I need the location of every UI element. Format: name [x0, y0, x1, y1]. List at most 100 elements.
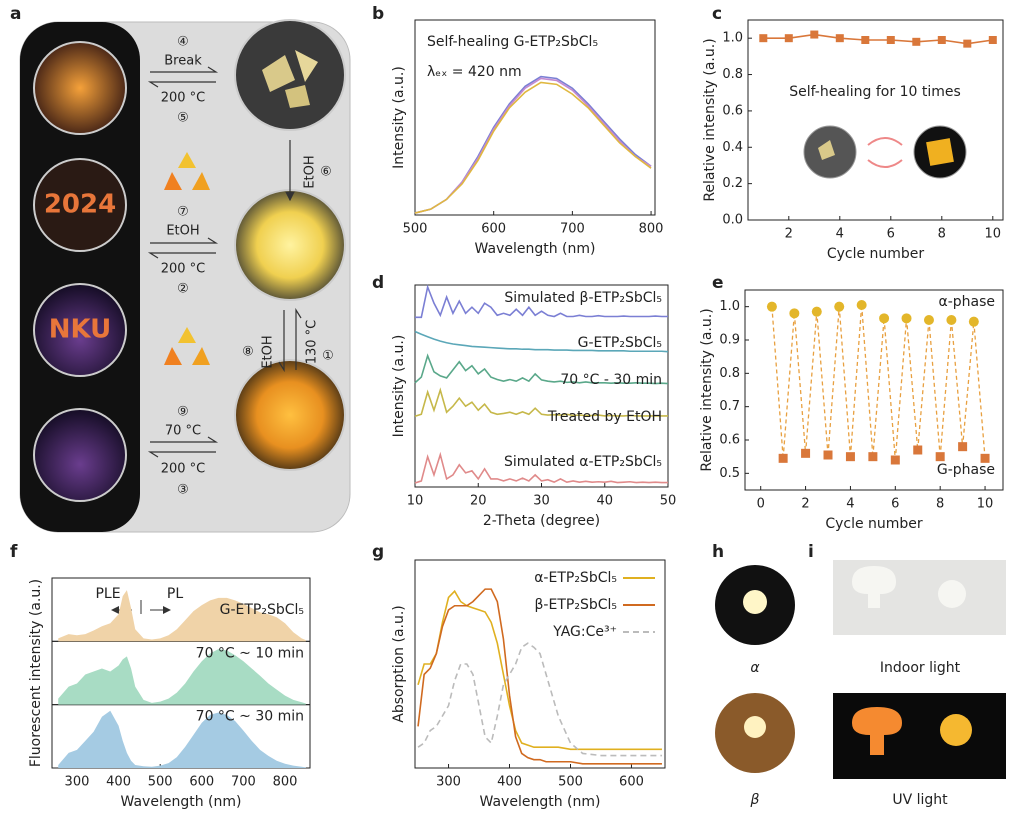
series-label: 70 °C ~ 10 min	[196, 645, 304, 661]
series-label: 70 °C ~ 30 min	[196, 709, 304, 725]
area	[58, 649, 306, 705]
y-tick-label: 0.0	[722, 213, 743, 228]
series-label: 70 °C - 30 min	[560, 372, 662, 388]
marker	[868, 452, 878, 462]
legend-label: α-ETP₂SbCl₅	[534, 570, 617, 586]
connector	[973, 321, 986, 459]
step-number: ⑨	[177, 405, 189, 420]
x-tick-label: 800	[639, 222, 664, 237]
x-tick-label: 30	[533, 494, 550, 509]
plot-frame	[414, 19, 656, 216]
step-label: 130 °C	[305, 320, 320, 365]
x-tick-label: 500	[558, 775, 583, 790]
a-labels: ④ Break 200 °C ⑤ EtOH ⑥ ⑦ EtOH 200 °C ② …	[161, 35, 334, 498]
connector	[928, 319, 941, 457]
panel-letter: f	[10, 542, 18, 562]
step-label: 200 °C	[161, 91, 206, 106]
annotation: Self-healing for 10 times	[789, 84, 961, 100]
x-tick-label: 8	[936, 497, 944, 512]
x-tick-label: 600	[189, 775, 214, 790]
connector	[939, 319, 953, 457]
plot-frame	[744, 289, 1004, 491]
y-axis-label: Absorption (a.u.)	[391, 605, 407, 723]
x-tick-label: 8	[938, 227, 946, 242]
x-tick-label: 2	[785, 227, 793, 242]
data-line	[414, 387, 668, 418]
cycle-arrow	[867, 159, 903, 168]
step-label: EtOH	[303, 155, 318, 188]
annotation: PL	[167, 586, 183, 602]
series-label: Treated by EtOH	[547, 409, 662, 425]
cycle-arrow	[867, 137, 903, 146]
annotation: α-phase	[938, 294, 995, 310]
arrows	[147, 66, 302, 458]
legend-label: YAG:Ce³⁺	[552, 624, 617, 640]
x-tick-label: 600	[619, 775, 644, 790]
series-label: G-ETP₂SbCl₅	[578, 335, 662, 351]
marker	[823, 450, 833, 460]
panel-letter: d	[372, 273, 384, 293]
annotation: G-phase	[937, 462, 995, 478]
marker	[784, 34, 793, 43]
step-number: ⑦	[177, 205, 189, 220]
shard	[295, 50, 318, 82]
connector	[883, 318, 896, 461]
photo	[33, 283, 127, 377]
connector	[872, 318, 885, 457]
step-number: ②	[177, 282, 189, 297]
step-label: 70 °C	[165, 424, 201, 439]
x-tick-label: 800	[273, 775, 298, 790]
annotation: λₑₓ = 420 nm	[427, 64, 522, 80]
area	[58, 590, 306, 642]
panel-letter: g	[372, 542, 384, 562]
mushroom	[852, 707, 902, 755]
photo	[234, 189, 346, 301]
y-tick-label: 0.6	[719, 433, 740, 448]
photo-strip	[20, 22, 140, 532]
marker	[778, 453, 788, 463]
plot-frame	[747, 19, 1004, 221]
x-tick-label: 500	[148, 775, 173, 790]
step-number: ⑥	[320, 165, 332, 180]
x-tick-label: 0	[757, 497, 765, 512]
marker	[968, 316, 979, 327]
photo	[33, 158, 127, 252]
crystal	[926, 138, 954, 166]
x-tick-label: 400	[106, 775, 131, 790]
connector	[950, 319, 964, 447]
series-label: Simulated β-ETP₂SbCl₅	[504, 290, 662, 306]
panel-letter: i	[808, 542, 814, 562]
step-number: ⑤	[177, 111, 189, 126]
data-line	[414, 353, 669, 385]
panel-letter: h	[712, 542, 724, 562]
marker	[879, 313, 890, 324]
marker	[835, 34, 844, 43]
step-label: EtOH	[261, 335, 276, 368]
marker	[901, 313, 912, 324]
x-axis-label: Wavelength (nm)	[475, 241, 596, 257]
y-axis-label: Intensity (a.u.)	[391, 66, 407, 169]
marker	[811, 306, 822, 317]
y-tick-label: 0.4	[722, 140, 743, 155]
marker	[856, 300, 867, 310]
marker	[801, 448, 811, 458]
flower	[938, 580, 966, 608]
connector	[894, 318, 908, 461]
data-line	[415, 284, 668, 319]
annotation: PLE	[95, 586, 120, 602]
marker	[912, 37, 921, 46]
step-number: ⑧	[242, 345, 254, 360]
led-glow	[744, 716, 766, 738]
x-axis-label: Cycle number	[825, 516, 923, 532]
y-tick-label: 0.2	[722, 176, 743, 191]
recycle-icon	[164, 152, 210, 365]
connector	[849, 304, 863, 457]
data-line	[417, 588, 662, 765]
marker	[810, 30, 819, 39]
marker	[886, 36, 895, 44]
caption: α	[750, 660, 760, 676]
marker	[845, 452, 855, 462]
data-line	[414, 81, 652, 214]
marker	[861, 36, 870, 44]
